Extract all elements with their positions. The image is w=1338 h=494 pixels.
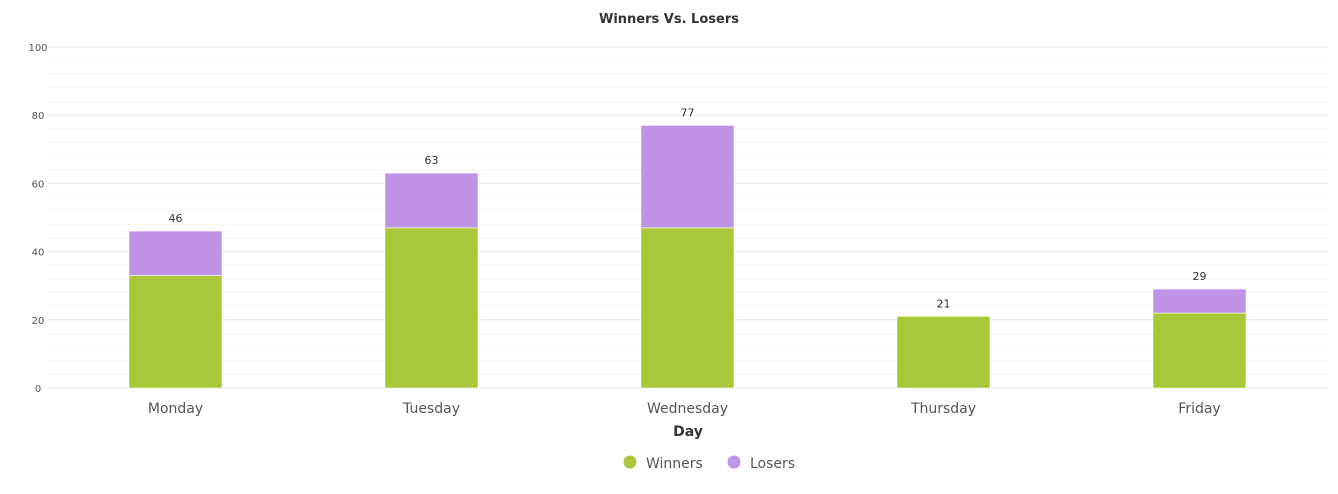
- data-label-total: 63: [425, 154, 439, 167]
- bar-winners-wednesday: [640, 227, 735, 389]
- x-tick-label: Friday: [1178, 401, 1220, 417]
- bar-winners-friday: [1152, 312, 1247, 389]
- y-tick-label: 60: [32, 179, 45, 190]
- x-tick-label: Monday: [148, 401, 203, 417]
- y-tick-label: 0: [35, 384, 41, 395]
- data-label-total: 21: [937, 297, 951, 310]
- bar-winners-monday: [128, 274, 223, 389]
- legend-label-winners[interactable]: Winners: [646, 456, 703, 472]
- bar-winners-thursday: [896, 315, 991, 389]
- data-label-total: 77: [681, 106, 695, 119]
- legend: Winners Losers: [623, 455, 795, 472]
- chart-title: Winners Vs. Losers: [599, 12, 739, 27]
- bar-winners-tuesday: [384, 227, 479, 389]
- data-labels: 46 63 77 21 29: [169, 106, 1207, 310]
- x-axis-ticks: Monday Tuesday Wednesday Thursday Friday: [148, 401, 1221, 417]
- y-tick-label: 80: [32, 111, 45, 122]
- y-axis-ticks: 0 20 40 60 80 100: [28, 43, 47, 395]
- legend-label-losers[interactable]: Losers: [750, 456, 795, 472]
- data-label-total: 46: [169, 212, 183, 225]
- x-axis-title: Day: [673, 424, 703, 440]
- y-tick-label: 100: [28, 43, 47, 54]
- y-tick-label: 20: [32, 316, 45, 327]
- bar-losers-monday: [128, 230, 223, 276]
- x-tick-label: Thursday: [910, 401, 976, 417]
- x-tick-label: Tuesday: [402, 401, 460, 417]
- x-tick-label: Wednesday: [647, 401, 728, 417]
- bar-losers-wednesday: [640, 124, 735, 229]
- bars: [128, 124, 1247, 389]
- data-label-total: 29: [1193, 270, 1207, 283]
- y-tick-label: 40: [32, 248, 45, 259]
- bar-losers-friday: [1152, 288, 1247, 314]
- legend-marker-winners[interactable]: [623, 455, 637, 469]
- bar-losers-tuesday: [384, 172, 479, 229]
- legend-marker-losers[interactable]: [727, 455, 741, 469]
